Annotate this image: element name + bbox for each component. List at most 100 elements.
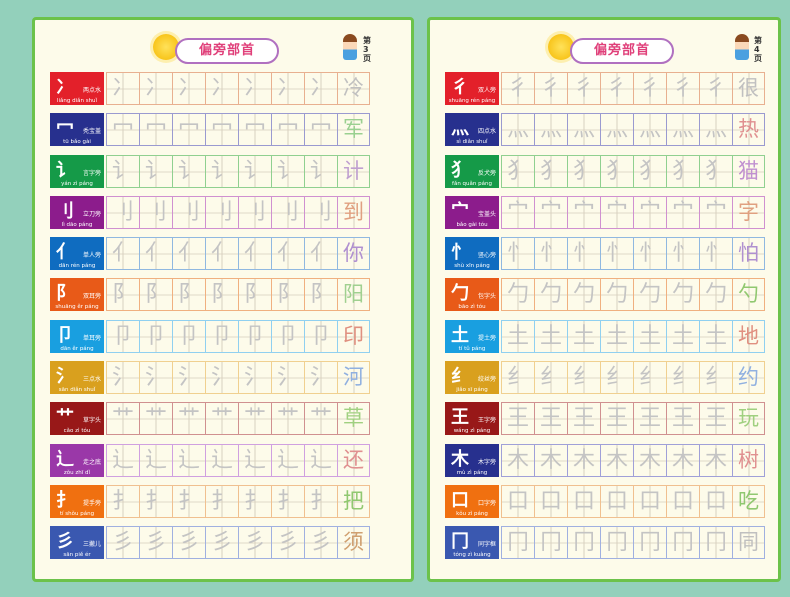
trace-cell[interactable]: 氵	[271, 361, 304, 395]
trace-cell[interactable]: 木	[666, 443, 699, 477]
trace-cell[interactable]: 勹	[600, 278, 633, 312]
trace-cell[interactable]: 土	[534, 319, 567, 353]
trace-cell[interactable]: 亻	[304, 237, 337, 271]
trace-cell[interactable]: 忄	[534, 237, 567, 271]
example-character-cell[interactable]: 很	[732, 72, 765, 105]
trace-cell[interactable]: 刂	[172, 195, 205, 229]
trace-cell[interactable]: 彡	[238, 526, 271, 560]
trace-cell[interactable]: 彡	[304, 526, 337, 560]
trace-cell[interactable]: 艹	[106, 402, 139, 436]
trace-cell[interactable]: 艹	[172, 402, 205, 436]
trace-cell[interactable]: 纟	[567, 361, 600, 395]
trace-cell[interactable]: 讠	[271, 154, 304, 188]
trace-cell[interactable]: 土	[666, 319, 699, 353]
trace-cell[interactable]: 冖	[271, 113, 304, 147]
trace-cell[interactable]: 刂	[271, 195, 304, 229]
trace-cell[interactable]: 冖	[139, 113, 172, 147]
trace-cell[interactable]: 讠	[238, 154, 271, 188]
trace-cell[interactable]: 卩	[304, 319, 337, 353]
trace-cell[interactable]: 纟	[600, 361, 633, 395]
trace-cell[interactable]: 亻	[106, 237, 139, 271]
trace-cell[interactable]: 勹	[633, 278, 666, 312]
trace-cell[interactable]: 纟	[501, 361, 534, 395]
trace-cell[interactable]: 勹	[501, 278, 534, 312]
trace-cell[interactable]: 灬	[633, 113, 666, 147]
trace-cell[interactable]: 阝	[304, 278, 337, 312]
trace-cell[interactable]: 木	[534, 443, 567, 477]
trace-cell[interactable]: 木	[699, 443, 732, 477]
trace-cell[interactable]: 冫	[304, 72, 337, 105]
trace-cell[interactable]: 冫	[139, 72, 172, 105]
trace-cell[interactable]: 王	[534, 402, 567, 436]
trace-cell[interactable]: 王	[600, 402, 633, 436]
trace-cell[interactable]: 氵	[205, 361, 238, 395]
trace-cell[interactable]: 冖	[205, 113, 238, 147]
trace-cell[interactable]: 扌	[271, 484, 304, 518]
trace-cell[interactable]: 艹	[139, 402, 172, 436]
trace-cell[interactable]: 彡	[106, 526, 139, 560]
trace-cell[interactable]: 勹	[666, 278, 699, 312]
trace-cell[interactable]: 卩	[139, 319, 172, 353]
trace-cell[interactable]: 氵	[172, 361, 205, 395]
trace-cell[interactable]: 卩	[238, 319, 271, 353]
trace-cell[interactable]: 艹	[271, 402, 304, 436]
trace-cell[interactable]: 忄	[699, 237, 732, 271]
trace-cell[interactable]: 宀	[534, 195, 567, 229]
trace-cell[interactable]: 卩	[106, 319, 139, 353]
trace-cell[interactable]: 阝	[271, 278, 304, 312]
trace-cell[interactable]: 冫	[106, 72, 139, 105]
trace-cell[interactable]: 口	[501, 484, 534, 518]
trace-cell[interactable]: 彡	[271, 526, 304, 560]
trace-cell[interactable]: 阝	[106, 278, 139, 312]
trace-cell[interactable]: 刂	[238, 195, 271, 229]
trace-cell[interactable]: 彳	[534, 72, 567, 105]
trace-cell[interactable]: 土	[633, 319, 666, 353]
example-character-cell[interactable]: 你	[337, 237, 370, 271]
trace-cell[interactable]: 扌	[106, 484, 139, 518]
example-character-cell[interactable]: 计	[337, 154, 370, 188]
trace-cell[interactable]: 冖	[304, 113, 337, 147]
trace-cell[interactable]: 纟	[699, 361, 732, 395]
trace-cell[interactable]: 勹	[534, 278, 567, 312]
trace-cell[interactable]: 阝	[139, 278, 172, 312]
trace-cell[interactable]: 辶	[106, 443, 139, 477]
trace-cell[interactable]: 宀	[600, 195, 633, 229]
trace-cell[interactable]: 王	[699, 402, 732, 436]
trace-cell[interactable]: 彡	[205, 526, 238, 560]
trace-cell[interactable]: 忄	[666, 237, 699, 271]
trace-cell[interactable]: 犭	[600, 154, 633, 188]
trace-cell[interactable]: 冂	[699, 526, 732, 560]
trace-cell[interactable]: 土	[699, 319, 732, 353]
trace-cell[interactable]: 忄	[501, 237, 534, 271]
trace-cell[interactable]: 王	[666, 402, 699, 436]
trace-cell[interactable]: 冫	[172, 72, 205, 105]
trace-cell[interactable]: 辶	[238, 443, 271, 477]
trace-cell[interactable]: 扌	[172, 484, 205, 518]
trace-cell[interactable]: 犭	[666, 154, 699, 188]
trace-cell[interactable]: 氵	[238, 361, 271, 395]
example-character-cell[interactable]: 玩	[732, 402, 765, 436]
trace-cell[interactable]: 犭	[699, 154, 732, 188]
example-character-cell[interactable]: 猫	[732, 154, 765, 188]
trace-cell[interactable]: 刂	[139, 195, 172, 229]
trace-cell[interactable]: 冫	[238, 72, 271, 105]
trace-cell[interactable]: 冂	[534, 526, 567, 560]
example-character-cell[interactable]: 军	[337, 113, 370, 147]
trace-cell[interactable]: 土	[567, 319, 600, 353]
trace-cell[interactable]: 王	[501, 402, 534, 436]
trace-cell[interactable]: 土	[501, 319, 534, 353]
trace-cell[interactable]: 卩	[172, 319, 205, 353]
trace-cell[interactable]: 木	[501, 443, 534, 477]
trace-cell[interactable]: 口	[534, 484, 567, 518]
trace-cell[interactable]: 忄	[600, 237, 633, 271]
trace-cell[interactable]: 冂	[501, 526, 534, 560]
trace-cell[interactable]: 彳	[600, 72, 633, 105]
trace-cell[interactable]: 讠	[172, 154, 205, 188]
trace-cell[interactable]: 彳	[567, 72, 600, 105]
trace-cell[interactable]: 宀	[633, 195, 666, 229]
trace-cell[interactable]: 刂	[205, 195, 238, 229]
trace-cell[interactable]: 氵	[304, 361, 337, 395]
trace-cell[interactable]: 艹	[238, 402, 271, 436]
trace-cell[interactable]: 王	[567, 402, 600, 436]
example-character-cell[interactable]: 把	[337, 484, 370, 518]
